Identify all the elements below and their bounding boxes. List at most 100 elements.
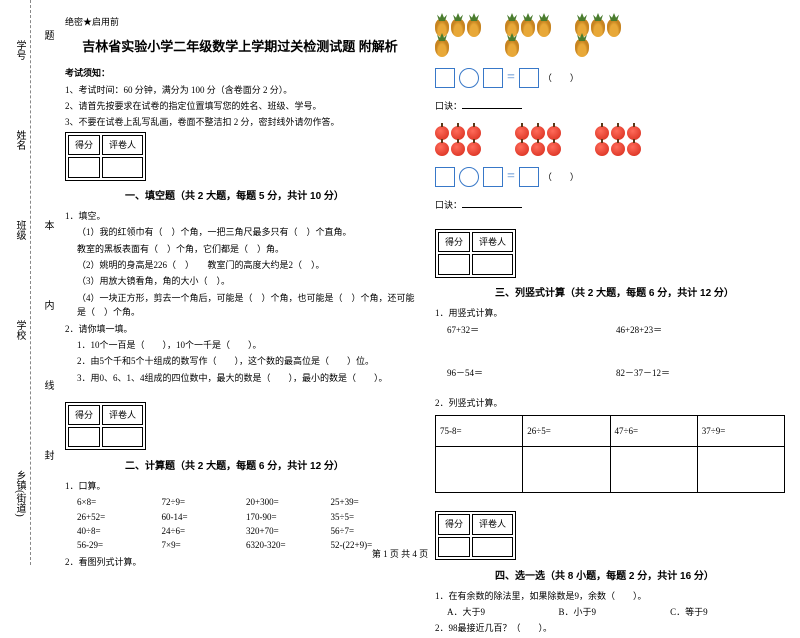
page-content: 绝密★启用前 吉林省实验小学二年级数学上学期过关检测试题 附解析 考试须知： 1… (65, 15, 785, 638)
apple-icon (611, 142, 625, 156)
c01: 72÷9= (162, 495, 247, 509)
q1-l2: 教室的黑板表面有（ ）个角，它们都是（ ）角。 (77, 242, 415, 256)
ct-2: 47÷6= (610, 415, 697, 446)
ct-3: 37÷9= (697, 415, 784, 446)
s4-q2: 2．98最接近几百？（ ）。 (435, 621, 785, 635)
q1-l3: （2）姚明的身高是226（ ） 教室门的高度大约是2（ ）。 (77, 258, 415, 272)
dash-label-2: 内 (40, 300, 55, 310)
c03: 25+39= (331, 495, 416, 509)
pineapple-icon (591, 19, 605, 37)
vcalc-row-2: 96－54＝ 82－37－12＝ (447, 366, 785, 380)
apple-icon (595, 126, 609, 140)
q1-l5: （4）一块正方形，剪去一个角后，可能是（ ）个角，也可能是（ ）个角，还可能是（… (77, 291, 415, 320)
square-box (483, 68, 503, 88)
apple-icon (451, 126, 465, 140)
calc-table: 75-8=26÷5=47÷6=37÷9= (435, 415, 785, 493)
pineapple-icon (537, 19, 551, 37)
section-3-title: 三、列竖式计算（共 2 大题，每题 6 分，共计 12 分） (495, 286, 785, 302)
apple-icon (435, 142, 449, 156)
opt-b: B．小于9 (559, 605, 671, 619)
vcalc-1: 46+28+23＝ (616, 323, 785, 337)
apple-icon (627, 142, 641, 156)
score-h1: 得分 (68, 135, 100, 155)
pineapple-icon (435, 39, 449, 57)
binding-sidebar: 学号 姓名 班级 学校 乡镇(街道) 题 本 内 线 封 (0, 0, 60, 565)
notice-2: 2、请首先按要求在试卷的指定位置填写您的姓名、班级、学号。 (65, 99, 415, 113)
blank-line (462, 196, 522, 208)
exam-title: 吉林省实验小学二年级数学上学期过关检测试题 附解析 (65, 37, 415, 58)
apple-icon (595, 142, 609, 156)
s3-q1: 1．用竖式计算。 (435, 306, 785, 320)
c02: 20+300= (246, 495, 331, 509)
label-class: 班级 (12, 220, 27, 240)
koujue-label: 口诀： (435, 101, 462, 111)
q2-l1: 1．10个一百是（ ），10个一千是（ ）。 (77, 338, 415, 352)
apple-icon (515, 142, 529, 156)
score-box-3: 得分评卷人 (435, 229, 516, 278)
c12: 170-90= (246, 510, 331, 524)
koujue-label2: 口诀： (435, 200, 462, 210)
apple-icon (547, 142, 561, 156)
s2-q1: 1．口算。 (65, 479, 415, 493)
pineapple-icon (521, 19, 535, 37)
notice-3: 3、不要在试卷上乱写乱画，卷面不整洁扣 2 分，密封线外请勿作答。 (65, 115, 415, 129)
notice-1: 1、考试时间：60 分钟，满分为 100 分（含卷面分 2 分）。 (65, 83, 415, 97)
label-school: 学校 (12, 320, 27, 340)
q2-l2: 2．由5个千和5个十组成的数写作（ ），这个数的最高位是（ ）位。 (77, 354, 415, 368)
calc-grid: 6×8=72÷9=20+300=25+39= 26+52=60-14=170-9… (77, 495, 415, 553)
dash-label-4: 封 (40, 450, 55, 460)
score-h2c: 评卷人 (472, 232, 513, 252)
square-box (483, 167, 503, 187)
opt-a: A．大于9 (447, 605, 559, 619)
score-h2d: 评卷人 (472, 514, 513, 534)
right-column: = （ ） 口诀： = （ ） 口诀： 得分评卷人 三、列竖式计算（共 2 大题… (435, 15, 785, 638)
left-column: 绝密★启用前 吉林省实验小学二年级数学上学期过关检测试题 附解析 考试须知： 1… (65, 15, 415, 638)
s4-q1: 1．在有余数的除法里，如果除数是9，余数（ ）。 (435, 589, 785, 603)
equation-box-2: = （ ） (435, 166, 579, 188)
dash-label-1: 本 (40, 220, 55, 230)
c22: 320+70= (246, 524, 331, 538)
score-h1d: 得分 (438, 514, 470, 534)
score-h1b: 得分 (68, 405, 100, 425)
c00: 6×8= (77, 495, 162, 509)
apple-icon (627, 126, 641, 140)
square-box (519, 167, 539, 187)
paren-blank: （ ） (543, 170, 579, 184)
q1-l1: （1）我的红领巾有（ ）个角，一把三角尺最多只有（ ）个直角。 (77, 225, 415, 239)
apple-icon (547, 126, 561, 140)
apple-icon (515, 126, 529, 140)
vcalc-2: 96－54＝ (447, 366, 616, 380)
page-footer: 第 1 页 共 4 页 (0, 547, 800, 560)
pineapple-row (435, 19, 785, 57)
apple-icon (531, 126, 545, 140)
equals-sign: = (507, 166, 515, 188)
square-box (435, 68, 455, 88)
pineapple-icon (607, 19, 621, 37)
q2-l3: 3．用0、6、1、4组成的四位数中，最大的数是（ ），最小的数是（ ）。 (77, 371, 415, 385)
vcalc-3: 82－37－12＝ (616, 366, 785, 380)
dash-label-0: 题 (40, 30, 55, 40)
label-name: 姓名 (12, 130, 27, 150)
label-id: 学号 (12, 40, 27, 60)
section-1-title: 一、填空题（共 2 大题，每题 5 分，共计 10 分） (125, 189, 415, 205)
c10: 26+52= (77, 510, 162, 524)
s3-q2: 2．列竖式计算。 (435, 396, 785, 410)
label-town: 乡镇(街道) (12, 470, 27, 517)
equals-sign: = (507, 67, 515, 89)
c21: 24÷6= (162, 524, 247, 538)
opt-c: C．等于9 (670, 605, 782, 619)
ct-1: 26÷5= (523, 415, 610, 446)
blank-line (462, 97, 522, 109)
apple-icon (531, 142, 545, 156)
pineapple-icon (451, 19, 465, 37)
section-2-title: 二、计算题（共 2 大题，每题 6 分，共计 12 分） (125, 459, 415, 475)
pineapple-icon (467, 19, 481, 37)
q1-stem: 1．填空。 (65, 209, 415, 223)
paren-blank: （ ） (543, 71, 579, 85)
ct-0: 75-8= (436, 415, 523, 446)
apple-icon (467, 126, 481, 140)
apple-row (435, 126, 785, 156)
c20: 40÷8= (77, 524, 162, 538)
apple-icon (611, 126, 625, 140)
score-h2b: 评卷人 (102, 405, 143, 425)
